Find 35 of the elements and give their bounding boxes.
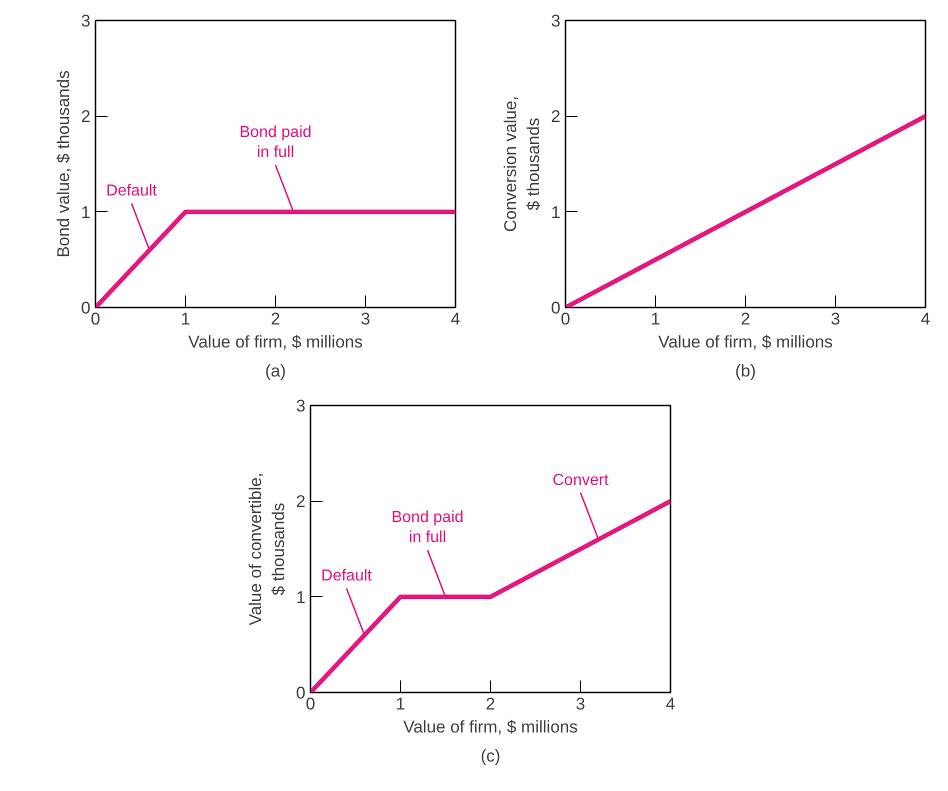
y-tick-label: 2: [296, 492, 306, 512]
annotation: Bond paid in full: [239, 124, 312, 162]
y-tick-label: 1: [296, 588, 306, 607]
y-axis-title: Value of convertible, $ thousands: [246, 472, 288, 626]
x-tick-label: 4: [666, 694, 676, 714]
y-tick-label: 1: [551, 202, 561, 222]
x-tick-label: 1: [650, 310, 660, 328]
x-axis-title: Value of firm, $ millions: [188, 332, 363, 352]
x-tick-label: 3: [830, 310, 840, 328]
x-tick-label: 2: [740, 310, 750, 328]
x-tick-label: 3: [576, 694, 586, 714]
y-tick-label: 3: [551, 12, 561, 30]
x-tick-label: 1: [180, 310, 190, 328]
x-axis-title: Value of firm, $ millions: [658, 332, 833, 352]
annotation: Bond paid in full: [391, 508, 464, 546]
annotation: Convert: [552, 472, 610, 489]
x-tick-label: 4: [920, 310, 930, 328]
y-tick-label: 2: [81, 107, 91, 126]
y-tick-label: 1: [81, 202, 91, 222]
text: (c): [480, 746, 500, 766]
annotation: Default: [321, 568, 372, 585]
x-tick-label: 3: [360, 310, 370, 328]
annotation: Default: [106, 182, 158, 200]
y-tick-label: 3: [296, 396, 306, 416]
text: (a): [265, 362, 286, 380]
x-tick-label: 2: [270, 310, 280, 328]
x-axis-title: Value of firm, $ millions: [403, 718, 578, 736]
x-tick-label: 4: [450, 310, 460, 328]
y-axis-title: Bond value, $ thousands: [54, 70, 74, 258]
y-tick-label: 3: [81, 12, 91, 30]
x-tick-label: 1: [396, 694, 406, 714]
text: (b): [735, 362, 756, 380]
y-axis-title: Conversion value, $ thousands: [501, 96, 544, 232]
y-tick-label: 2: [551, 107, 561, 126]
x-tick-label: 2: [486, 694, 496, 714]
